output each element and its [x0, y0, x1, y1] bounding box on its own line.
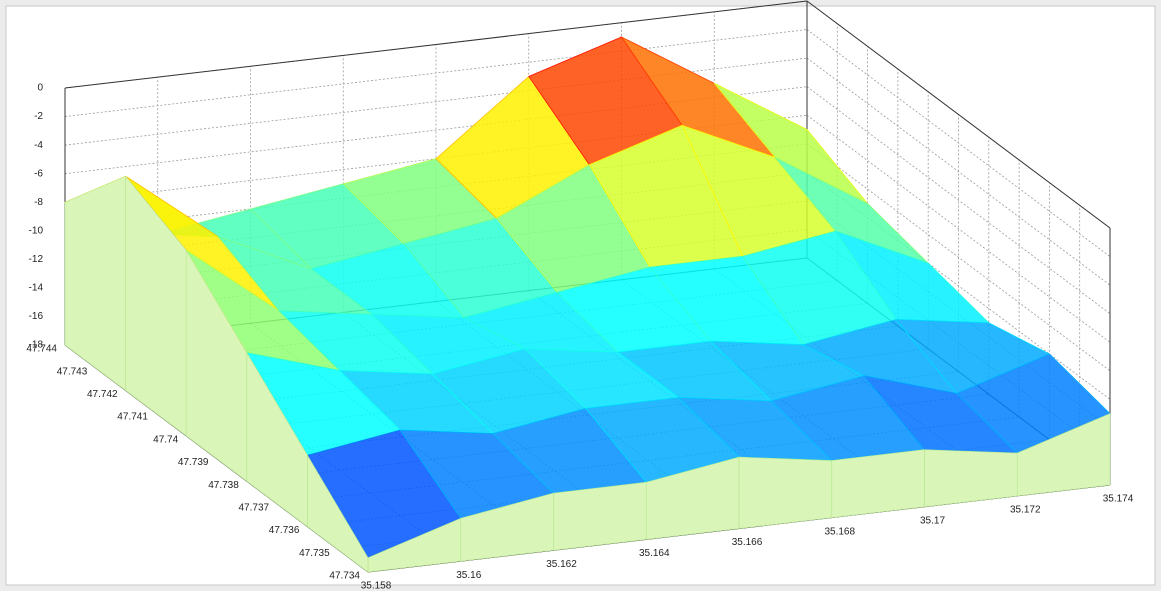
z-tick-label: -16 — [29, 311, 44, 322]
z-tick-label: -12 — [29, 254, 44, 265]
x-tick-label: 35.168 — [824, 526, 855, 537]
y-tick-label: 47.74 — [153, 434, 178, 445]
grid-line — [806, 143, 1111, 372]
grid-line — [64, 57, 808, 146]
y-tick-label: 47.736 — [269, 525, 300, 536]
z-tick-label: -10 — [29, 225, 44, 236]
surface-skirt — [831, 449, 925, 518]
grid-line — [64, 86, 808, 175]
y-tick-label: 47.741 — [117, 412, 148, 423]
z-tick-label: -8 — [34, 197, 43, 208]
y-tick-label: 47.743 — [57, 366, 88, 377]
grid-line — [806, 57, 1111, 286]
y-tick-label: 47.735 — [299, 548, 330, 559]
y-tick-label: 47.739 — [178, 457, 209, 468]
z-tick-label: -2 — [34, 111, 43, 122]
grid-line — [806, 29, 1111, 257]
x-tick-label: 35.172 — [1010, 505, 1041, 516]
grid-line — [806, 114, 1111, 343]
surface-skirt — [64, 175, 126, 391]
surface-skirt — [738, 456, 833, 529]
x-tick-label: 35.16 — [456, 570, 481, 581]
x-tick-label: 35.158 — [361, 581, 392, 591]
grid-line — [806, 172, 1111, 400]
z-tick-label: 0 — [37, 83, 43, 94]
z-tick-label: -14 — [29, 283, 44, 294]
x-tick-label: 35.166 — [732, 537, 763, 548]
y-tick-label: 47.742 — [87, 389, 118, 400]
x-tick-label: 35.164 — [639, 548, 670, 559]
surface-skirt — [553, 481, 647, 551]
x-tick-label: 35.174 — [1103, 494, 1134, 505]
axis-edge — [64, 0, 808, 89]
axis-edge — [806, 0, 1111, 229]
surface-skirt — [1016, 413, 1111, 497]
y-tick-label: 47.738 — [208, 480, 239, 491]
x-tick-label: 35.162 — [546, 559, 577, 570]
grid-line — [64, 29, 808, 117]
z-tick-label: -4 — [34, 140, 43, 151]
y-tick-label: 47.744 — [26, 344, 57, 355]
y-tick-label: 47.737 — [239, 503, 270, 514]
z-tick-label: -18 — [29, 340, 44, 351]
x-tick-label: 35.17 — [920, 515, 945, 526]
grid-line — [806, 86, 1111, 314]
z-tick-label: -6 — [34, 168, 43, 179]
y-tick-label: 47.734 — [329, 571, 360, 582]
